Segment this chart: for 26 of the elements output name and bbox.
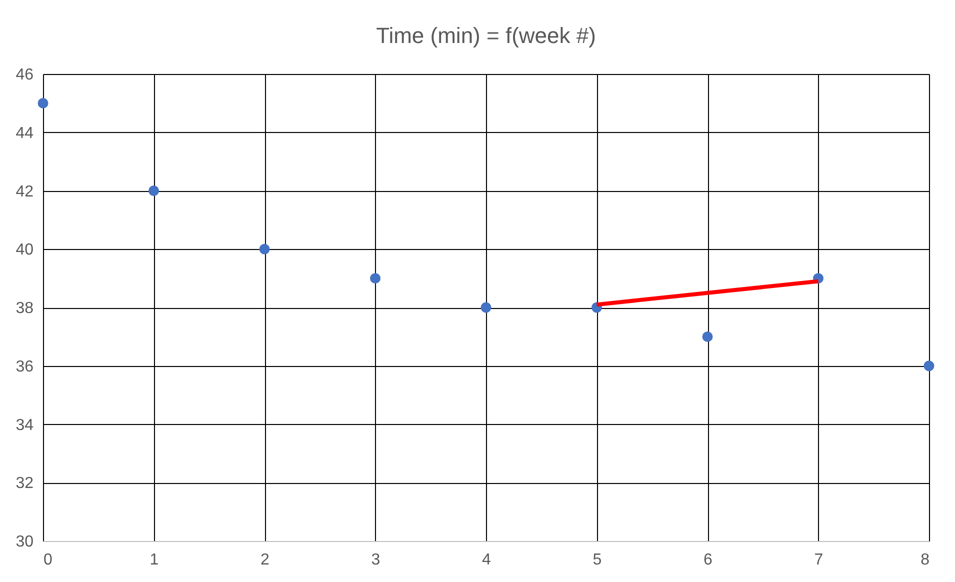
x-tick-label: 7 <box>814 552 824 568</box>
y-tick-label: 46 <box>16 66 34 84</box>
x-tick-label: 3 <box>371 552 380 568</box>
x-tick-label: 0 <box>44 552 52 568</box>
chart-title: Time (min) = f(week #) <box>376 23 596 48</box>
x-tick-label: 2 <box>260 552 270 568</box>
y-tick-label: 40 <box>16 242 34 259</box>
y-tick-label: 32 <box>16 475 34 492</box>
x-tick-label: 5 <box>592 552 602 568</box>
x-tick-label: 8 <box>920 552 930 568</box>
y-tick-label: 34 <box>16 416 34 434</box>
y-tick-label: 38 <box>16 300 34 317</box>
y-tick-label: 36 <box>16 358 34 376</box>
point <box>148 186 159 196</box>
x-tick-label: 1 <box>150 552 159 568</box>
y-tick-label: 30 <box>16 534 34 550</box>
x-tick-label: 6 <box>704 552 713 568</box>
point <box>38 98 48 108</box>
point <box>702 331 713 342</box>
point <box>924 360 934 372</box>
x-tick-label: 4 <box>482 552 492 568</box>
point <box>259 244 270 254</box>
y-tick-label: 42 <box>16 183 34 200</box>
point <box>370 273 380 284</box>
point <box>480 302 492 313</box>
y-tick-label: 44 <box>16 124 34 142</box>
